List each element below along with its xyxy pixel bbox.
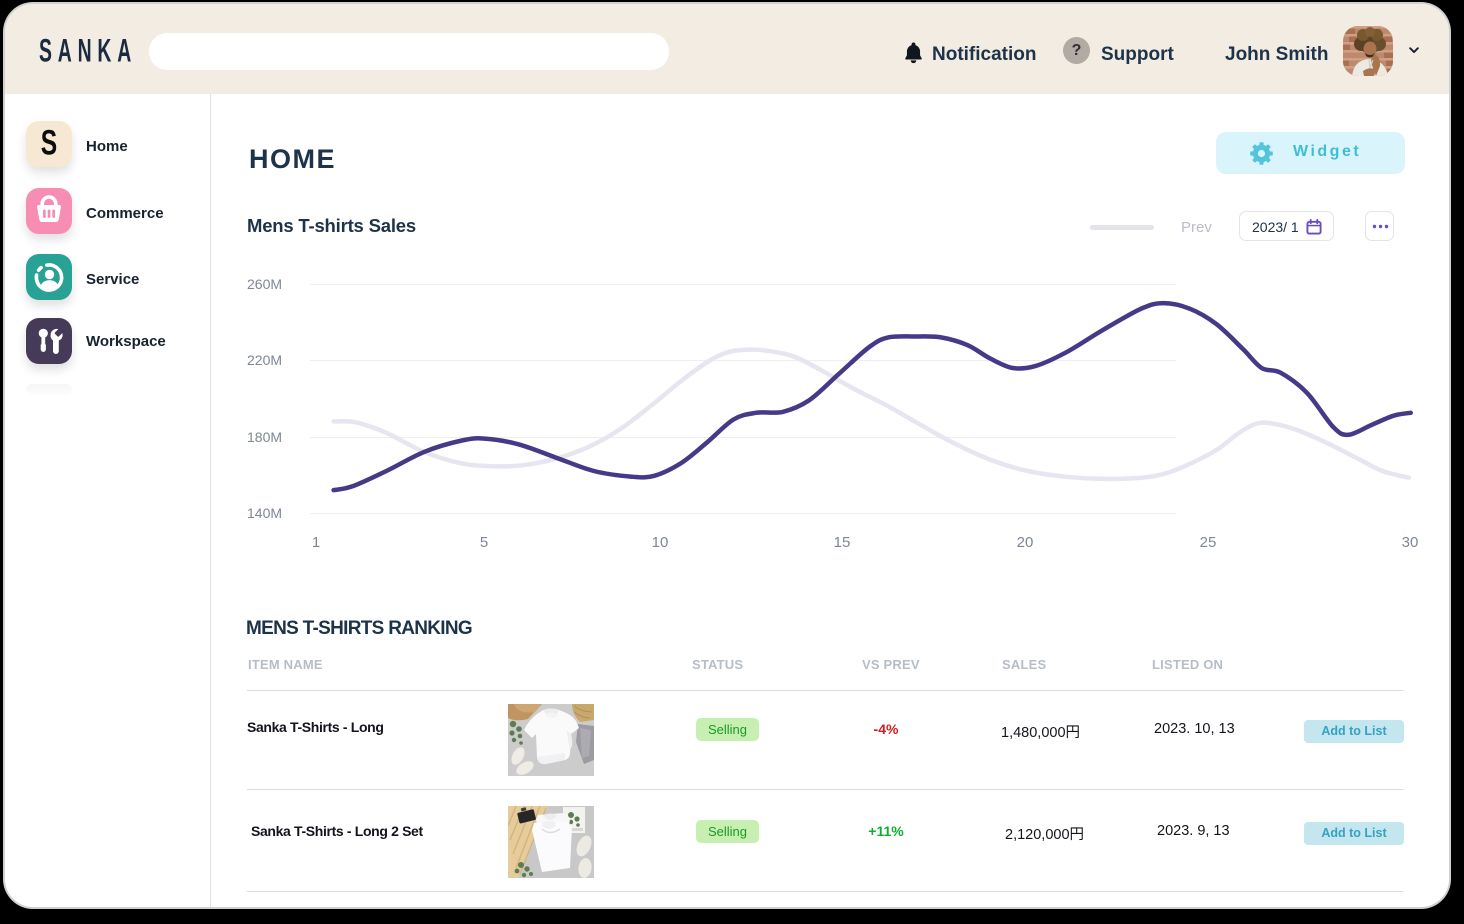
svg-text:S: S xyxy=(41,123,57,162)
